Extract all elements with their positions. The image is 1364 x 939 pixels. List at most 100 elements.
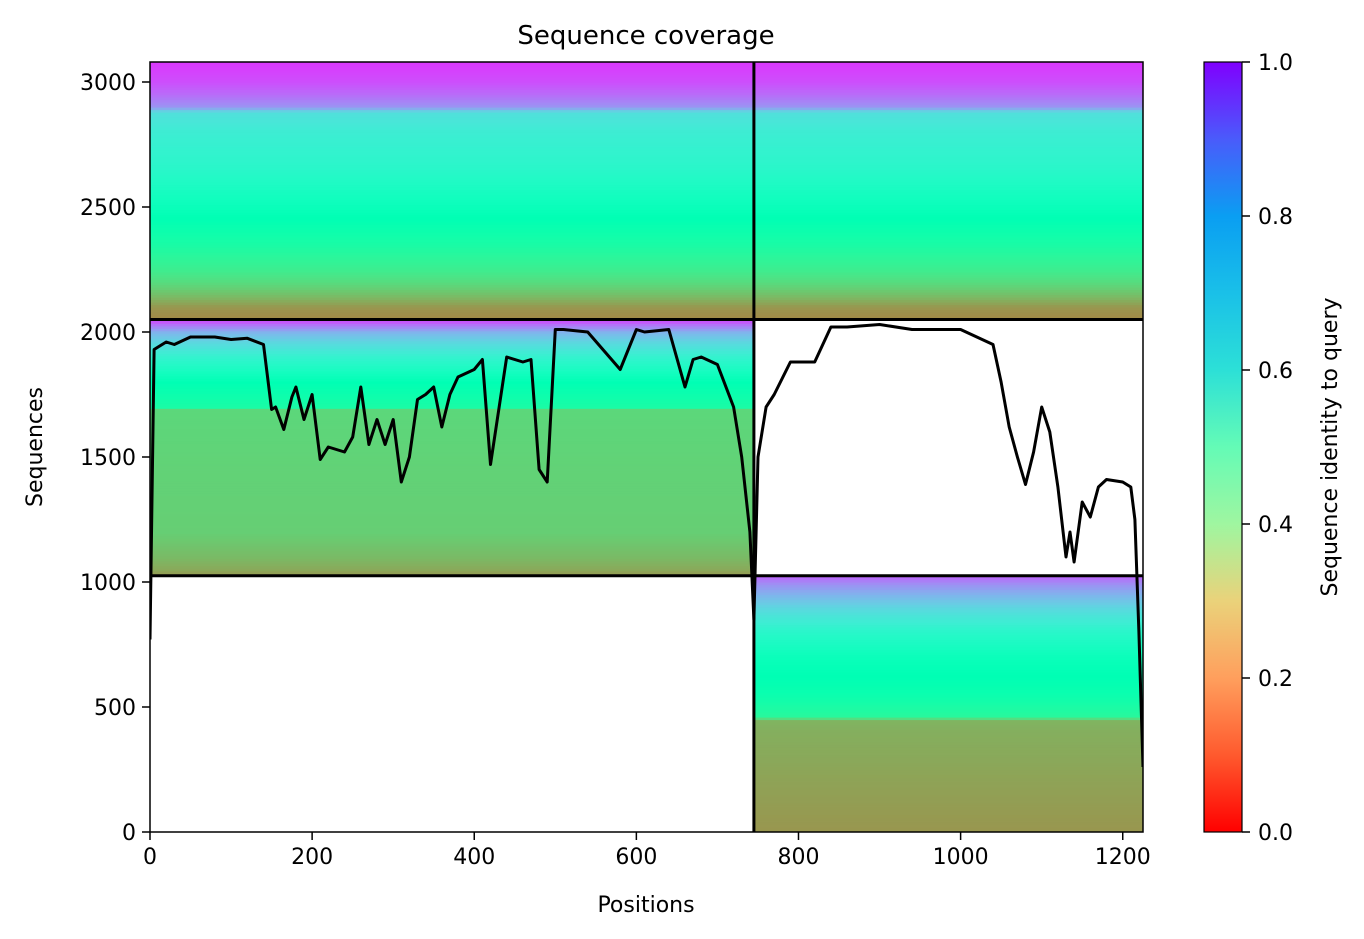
heatmap-row [753,797,1143,801]
heatmap-row [150,62,1143,66]
heatmap-row [753,794,1143,798]
heatmap-row [753,722,1143,726]
heatmap-row [753,727,1143,731]
heatmap-row [150,413,754,417]
heatmap-row [753,609,1143,613]
heatmap-row [150,490,754,494]
heatmap-row [150,495,754,499]
block-chain-2-unpaired [753,575,1143,832]
heatmap-row [150,358,754,362]
heatmap-row [150,237,1143,241]
heatmap-row [150,222,1143,226]
heatmap-row [753,719,1143,723]
heatmap-row [753,822,1143,826]
heatmap-row [150,292,1143,296]
heatmap-row [150,139,1143,143]
heatmap-row [753,732,1143,736]
heatmap-row [150,184,1143,188]
heatmap-row [753,662,1143,666]
heatmap-row [753,742,1143,746]
heatmap-row [150,229,1143,233]
heatmap-row [150,269,1143,273]
y-tick-label: 2000 [80,321,136,346]
heatmap-row [150,348,754,352]
heatmap-row [150,483,754,487]
heatmap-row [753,584,1143,588]
heatmap-row [150,435,754,439]
heatmap-row [150,307,1143,311]
colorbar-tick-label: 0.4 [1258,513,1293,538]
colorbar-label: Sequence identity to query [1318,297,1343,596]
heatmap-row [753,649,1143,653]
heatmap-row [150,89,1143,93]
heatmap-row [150,227,1143,231]
heatmap-row [150,179,1143,183]
heatmap-row [150,214,1143,218]
heatmap-row [150,403,754,407]
heatmap-row [150,363,754,367]
block-chain-1-unpaired [150,319,754,577]
heatmap-row [150,134,1143,138]
heatmap-row [150,563,754,567]
x-tick-label: 800 [777,845,819,870]
x-tick-label: 0 [143,845,157,870]
heatmap-row [150,500,754,504]
heatmap-row [150,450,754,454]
heatmap-row [753,767,1143,771]
heatmap-row [753,579,1143,583]
heatmap-row [150,209,1143,213]
heatmap-row [150,540,754,544]
heatmap-row [753,669,1143,673]
heatmap-row [150,167,1143,171]
heatmap-row [753,699,1143,703]
heatmap-row [753,757,1143,761]
heatmap-row [150,232,1143,236]
heatmap-row [150,74,1143,78]
heatmap-row [150,304,1143,308]
heatmap-row [150,262,1143,266]
heatmap-row [150,137,1143,141]
heatmap-row [150,498,754,502]
heatmap-row [150,84,1143,88]
heatmap-row [150,448,754,452]
heatmap-row [150,378,754,382]
x-tick-label: 200 [291,845,333,870]
heatmap-row [150,114,1143,118]
heatmap-row [150,177,1143,181]
heatmap-row [150,458,754,462]
x-tick-label: 1000 [933,845,989,870]
heatmap-row [150,410,754,414]
heatmap-row [150,503,754,507]
heatmap-row [753,802,1143,806]
heatmap-row [150,144,1143,148]
heatmap-row [150,242,1143,246]
heatmap-row [150,267,1143,271]
heatmap-row [753,594,1143,598]
heatmap-row [150,485,754,489]
heatmap-row [753,764,1143,768]
heatmap-row [753,804,1143,808]
heatmap-row [150,470,754,474]
heatmap-row [150,189,1143,193]
heatmap-row [150,172,1143,176]
heatmap-row [150,132,1143,136]
heatmap-row [753,602,1143,606]
heatmap-row [150,142,1143,146]
chart-title: Sequence coverage [517,21,774,51]
heatmap-row [150,194,1143,198]
heatmap-row [753,697,1143,701]
heatmap-row [150,247,1143,251]
heatmap-row [150,368,754,372]
heatmap-row [150,340,754,344]
heatmap-row [753,614,1143,618]
heatmap-row [150,553,754,557]
heatmap-row [753,587,1143,591]
heatmap-row [753,807,1143,811]
heatmap-row [150,373,754,377]
heatmap-row [150,325,754,329]
heatmap-row [150,312,1143,316]
heatmap-row [753,789,1143,793]
heatmap-row [150,67,1143,71]
heatmap-row [150,440,754,444]
heatmap-row [753,694,1143,698]
